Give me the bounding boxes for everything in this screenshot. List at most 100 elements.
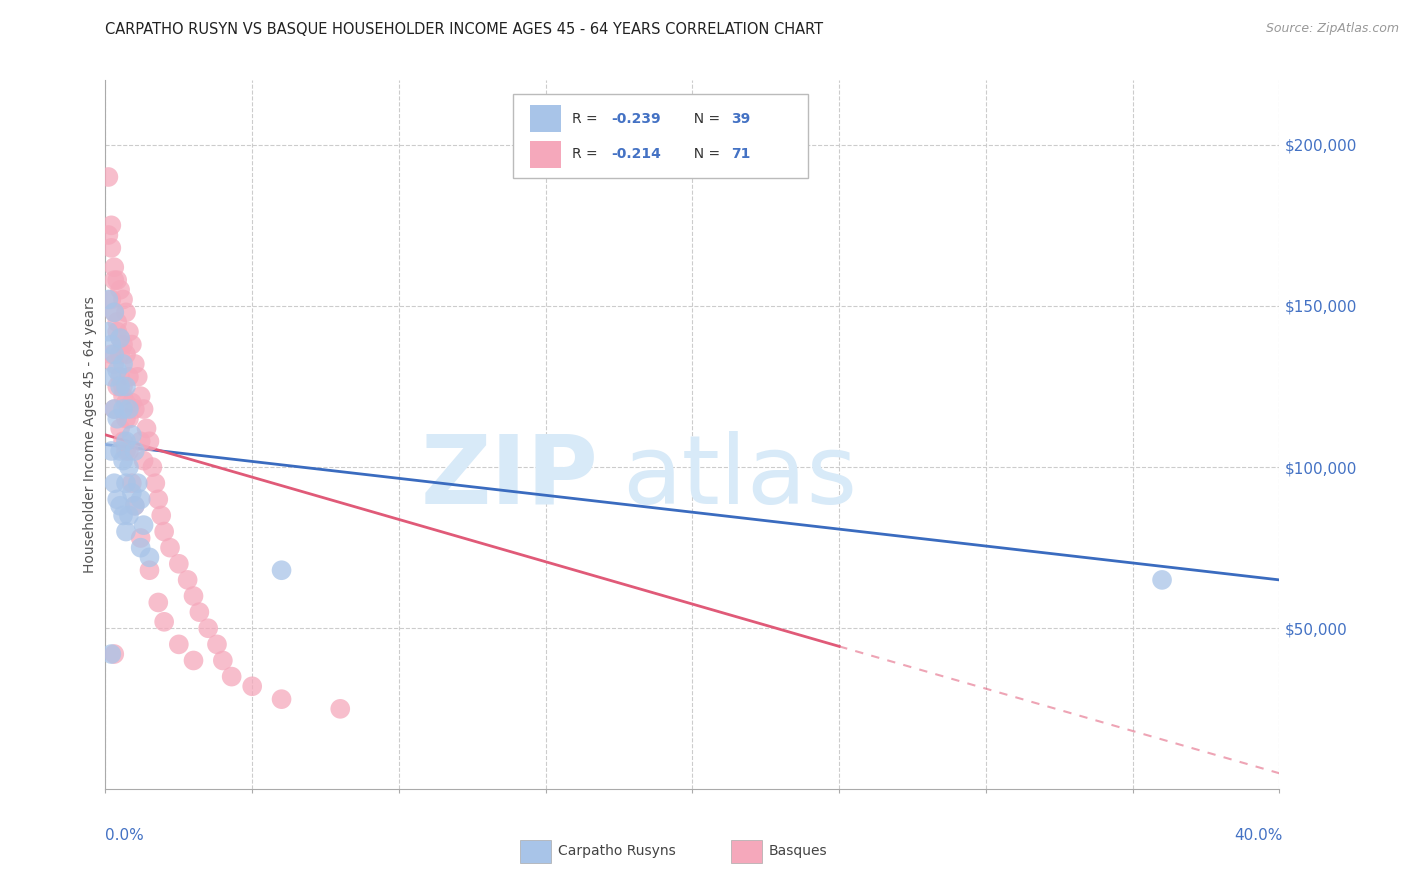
Text: -0.214: -0.214: [612, 147, 661, 161]
Point: [118, 508, 141, 523]
Point: [121, 337, 143, 351]
Point: [1150, 573, 1173, 587]
Point: [115, 411, 138, 425]
Point: [124, 444, 146, 458]
Point: [118, 369, 141, 384]
Point: [121, 486, 143, 500]
Point: [115, 444, 138, 458]
Point: [138, 563, 160, 577]
Point: [103, 260, 125, 275]
Point: [108, 347, 131, 361]
Point: [108, 379, 131, 393]
Point: [211, 653, 233, 667]
Point: [100, 347, 122, 361]
Point: [108, 369, 131, 384]
Point: [124, 357, 146, 371]
Point: [100, 647, 122, 661]
Point: [132, 453, 155, 467]
Text: N =: N =: [685, 147, 724, 161]
Text: N =: N =: [685, 112, 724, 126]
Point: [159, 541, 181, 555]
Point: [103, 357, 125, 371]
Point: [150, 508, 173, 523]
Point: [100, 337, 122, 351]
Point: [115, 434, 138, 449]
Y-axis label: Householder Income Ages 45 - 64 years: Householder Income Ages 45 - 64 years: [83, 296, 97, 574]
Point: [183, 653, 205, 667]
Point: [153, 524, 176, 539]
Point: [100, 219, 122, 233]
Point: [129, 531, 152, 545]
Point: [129, 492, 152, 507]
Text: CARPATHO RUSYN VS BASQUE HOUSEHOLDER INCOME AGES 45 - 64 YEARS CORRELATION CHART: CARPATHO RUSYN VS BASQUE HOUSEHOLDER INC…: [105, 22, 824, 37]
Point: [112, 293, 135, 307]
Point: [112, 453, 135, 467]
Point: [221, 670, 243, 684]
Point: [197, 621, 219, 635]
Point: [108, 421, 131, 435]
Point: [105, 411, 128, 425]
Point: [135, 421, 157, 435]
Point: [153, 615, 176, 629]
Point: [112, 402, 135, 417]
Point: [97, 293, 120, 307]
Point: [124, 499, 146, 513]
Point: [100, 241, 122, 255]
Point: [118, 402, 141, 417]
Point: [100, 293, 122, 307]
Point: [103, 476, 125, 491]
Point: [118, 411, 141, 425]
Point: [121, 395, 143, 409]
Point: [105, 492, 128, 507]
Point: [121, 428, 143, 442]
Point: [205, 637, 228, 651]
Point: [148, 492, 170, 507]
Point: [138, 434, 160, 449]
Point: [329, 702, 352, 716]
Point: [270, 692, 292, 706]
Point: [103, 347, 125, 361]
Point: [118, 444, 141, 458]
Point: [132, 402, 155, 417]
Point: [167, 557, 190, 571]
Point: [167, 637, 190, 651]
Point: [105, 363, 128, 377]
Point: [97, 169, 120, 184]
Point: [270, 563, 292, 577]
Point: [115, 476, 138, 491]
Point: [127, 476, 149, 491]
Point: [103, 402, 125, 417]
Point: [100, 369, 122, 384]
Point: [132, 518, 155, 533]
Point: [115, 395, 138, 409]
Point: [105, 379, 128, 393]
Point: [143, 476, 166, 491]
Point: [108, 331, 131, 345]
Point: [112, 508, 135, 523]
Point: [108, 331, 131, 345]
Point: [141, 460, 163, 475]
Point: [112, 389, 135, 403]
Text: atlas: atlas: [621, 431, 858, 524]
Point: [105, 273, 128, 287]
Point: [112, 379, 135, 393]
Point: [103, 273, 125, 287]
Point: [115, 379, 138, 393]
Text: 0.0%: 0.0%: [105, 828, 145, 843]
Point: [127, 369, 149, 384]
Point: [97, 325, 120, 339]
Text: ZIP: ZIP: [420, 431, 599, 524]
Point: [105, 315, 128, 329]
Point: [148, 595, 170, 609]
Point: [188, 605, 211, 619]
Point: [108, 499, 131, 513]
Point: [124, 402, 146, 417]
Text: -0.239: -0.239: [612, 112, 661, 126]
Point: [240, 679, 263, 693]
Point: [129, 434, 152, 449]
Point: [115, 305, 138, 319]
Point: [124, 499, 146, 513]
Point: [103, 305, 125, 319]
Text: Basques: Basques: [769, 844, 828, 858]
Point: [115, 524, 138, 539]
